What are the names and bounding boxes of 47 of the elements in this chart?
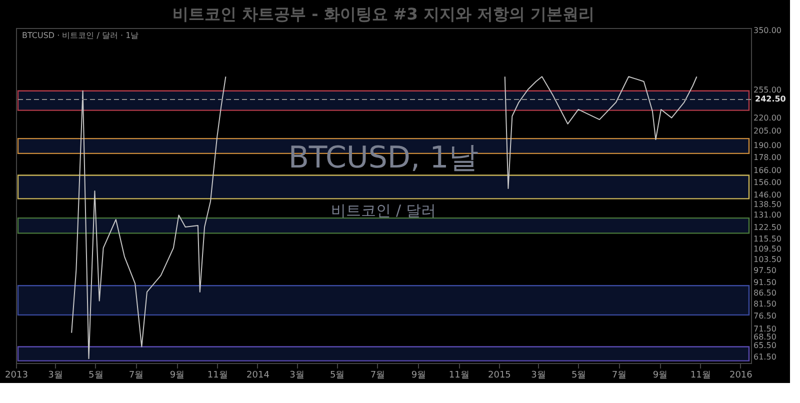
x-tick-label: 2016 — [729, 370, 753, 380]
y-tick-label: 146.00 — [754, 190, 782, 200]
x-tick-label: 9월 — [170, 370, 185, 380]
y-tick-label: 131.00 — [754, 210, 782, 220]
y-tick-label: 156.00 — [754, 178, 782, 187]
y-tick-label: 103.50 — [754, 254, 782, 264]
x-tick-label: 3월 — [48, 370, 63, 380]
y-tick-label: 65.50 — [754, 340, 776, 350]
x-tick-label: 3월 — [531, 370, 546, 380]
x-tick-label: 9월 — [411, 370, 426, 380]
x-tick-label: 5월 — [88, 370, 104, 380]
y-tick-label: 205.00 — [754, 126, 782, 136]
y-tick-label: 138.50 — [754, 200, 782, 210]
x-tick-label: 2015 — [488, 370, 511, 380]
x-tick-label: 7월 — [612, 370, 627, 380]
y-tick-label: 97.50 — [754, 266, 776, 276]
annotation: 비트코인 / 달러 — [331, 202, 436, 220]
y-tick-label: 81.50 — [754, 300, 776, 309]
y-tick-label: 115.50 — [754, 234, 782, 244]
x-tick-label: 3월 — [290, 370, 304, 380]
y-tick-label: 220.00 — [754, 113, 782, 122]
x-tick-label: 11월 — [207, 370, 228, 380]
y-tick-label: 61.50 — [754, 352, 776, 362]
y-tick-label: 350.00 — [754, 26, 782, 36]
y-tick-label: 71.50 — [754, 324, 776, 334]
x-tick-label: 7월 — [128, 370, 144, 380]
y-tick-label: 255.00 — [754, 86, 782, 95]
x-tick-label: 5월 — [330, 370, 345, 380]
annotation: BTCUSD · 비트코인 / 달러 · 1날 — [22, 31, 139, 40]
y-tick-label: 190.00 — [754, 140, 782, 150]
y-tick-label: 86.50 — [754, 288, 776, 298]
x-tick-label: 2013 — [5, 370, 28, 380]
y-tick-label: 109.50 — [754, 244, 782, 254]
x-tick-label: 5월 — [571, 370, 586, 380]
chart-title: 비트코인 차트공부 - 화이팅요 #3 지지와 저항의 기본원리 — [172, 4, 595, 24]
y-tick-label: 166.00 — [754, 166, 782, 176]
y-tick-label: 178.00 — [754, 153, 782, 162]
x-tick-label: 11월 — [690, 370, 711, 380]
ref-line-label: 242.50 — [755, 94, 786, 104]
y-tick-label: 122.50 — [754, 223, 782, 232]
x-tick-label: 7월 — [370, 370, 386, 380]
x-tick-label: 11월 — [448, 370, 470, 380]
y-tick-label: 91.50 — [754, 278, 776, 288]
y-tick-label: 76.50 — [754, 312, 776, 321]
x-tick-label: 2014 — [246, 370, 270, 380]
y-tick-label: 68.50 — [754, 332, 776, 342]
x-tick-label: 9월 — [652, 370, 668, 380]
